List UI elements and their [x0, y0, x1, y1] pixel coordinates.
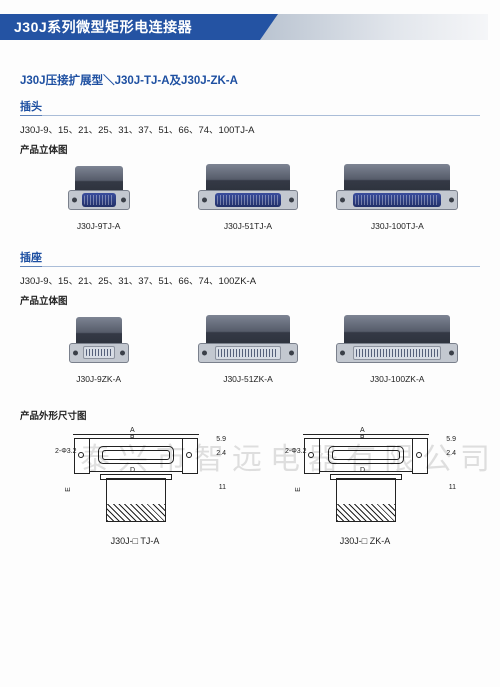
plug-3: J30J-100TJ-A	[323, 164, 472, 231]
dim-r3: 11	[219, 484, 226, 491]
connector-socket-med-icon	[198, 315, 298, 363]
dim-r2: 2.4	[216, 450, 226, 457]
page-title: J30J系列微型矩形电连接器	[14, 17, 192, 37]
dim-D: D	[360, 467, 365, 474]
plug-1: J30J-9TJ-A	[24, 166, 173, 231]
socket-3: J30J-100ZK-A	[323, 315, 472, 384]
schematic-zk-icon: A B 2-Φ3.2 D E 5.9 2.4 11	[290, 430, 440, 530]
connector-plug-small-icon	[68, 166, 130, 210]
dim-left-label: J30J-□ TJ-A	[60, 536, 210, 546]
dim-phi: 2-Φ3.2	[55, 448, 77, 455]
schematic-tj-icon: A B 2-Φ3.2 D E 5.9 2.4 11	[60, 430, 210, 530]
divider	[20, 115, 480, 116]
socket-images-row: J30J-9ZK-A J30J-51ZK-A J30J-100ZK-A	[20, 315, 480, 384]
plug-model-list: J30J-9、15、21、25、31、37、51、66、74、100TJ-A	[20, 122, 480, 136]
plug-2-label: J30J-51TJ-A	[173, 221, 322, 231]
dim-E: E	[65, 487, 72, 492]
figure-caption-socket: 产品立体图	[20, 293, 480, 307]
header-grey-band	[258, 14, 488, 40]
socket-1: J30J-9ZK-A	[24, 317, 173, 384]
dim-right: A B 2-Φ3.2 D E 5.9 2.4 11 J30J-□ ZK-A	[290, 430, 440, 546]
dim-r1: 5.9	[216, 436, 226, 443]
dim-D: D	[130, 467, 135, 474]
dim-left: A B 2-Φ3.2 D E 5.9 2.4 11 J30J-□ TJ-A	[60, 430, 210, 546]
dim-r1: 5.9	[446, 436, 456, 443]
figure-caption-plug: 产品立体图	[20, 142, 480, 156]
plug-heading: 插头	[20, 98, 42, 116]
dim-A: A	[360, 427, 365, 434]
plug-2: J30J-51TJ-A	[173, 164, 322, 231]
dim-r3: 11	[449, 484, 456, 491]
dim-right-label: J30J-□ ZK-A	[290, 536, 440, 546]
dim-E: E	[295, 487, 302, 492]
divider	[20, 266, 480, 267]
socket-3-label: J30J-100ZK-A	[323, 374, 472, 384]
dim-r2: 2.4	[446, 450, 456, 457]
content: J30J压接扩展型＼J30J-TJ-A及J30J-ZK-A 插头 J30J-9、…	[0, 72, 500, 546]
connector-plug-med-icon	[198, 164, 298, 210]
plug-3-label: J30J-100TJ-A	[323, 221, 472, 231]
header-blue-band: J30J系列微型矩形电连接器	[0, 14, 260, 40]
plug-images-row: J30J-9TJ-A J30J-51TJ-A J30J-100TJ-A	[20, 164, 480, 231]
plug-1-label: J30J-9TJ-A	[24, 221, 173, 231]
dimension-drawings-row: A B 2-Φ3.2 D E 5.9 2.4 11 J30J-□ TJ-A	[20, 430, 480, 546]
socket-1-label: J30J-9ZK-A	[24, 374, 173, 384]
socket-2-label: J30J-51ZK-A	[173, 374, 322, 384]
connector-socket-large-icon	[336, 315, 458, 363]
dim-phi: 2-Φ3.2	[285, 448, 307, 455]
page-header: J30J系列微型矩形电连接器	[0, 14, 500, 48]
socket-heading: 插座	[20, 249, 42, 267]
connector-socket-small-icon	[69, 317, 129, 363]
model-subtitle: J30J压接扩展型＼J30J-TJ-A及J30J-ZK-A	[20, 72, 480, 88]
connector-plug-large-icon	[336, 164, 458, 210]
socket-model-list: J30J-9、15、21、25、31、37、51、66、74、100ZK-A	[20, 273, 480, 287]
socket-2: J30J-51ZK-A	[173, 315, 322, 384]
dim-A: A	[130, 427, 135, 434]
dimension-heading: 产品外形尺寸图	[20, 408, 480, 422]
